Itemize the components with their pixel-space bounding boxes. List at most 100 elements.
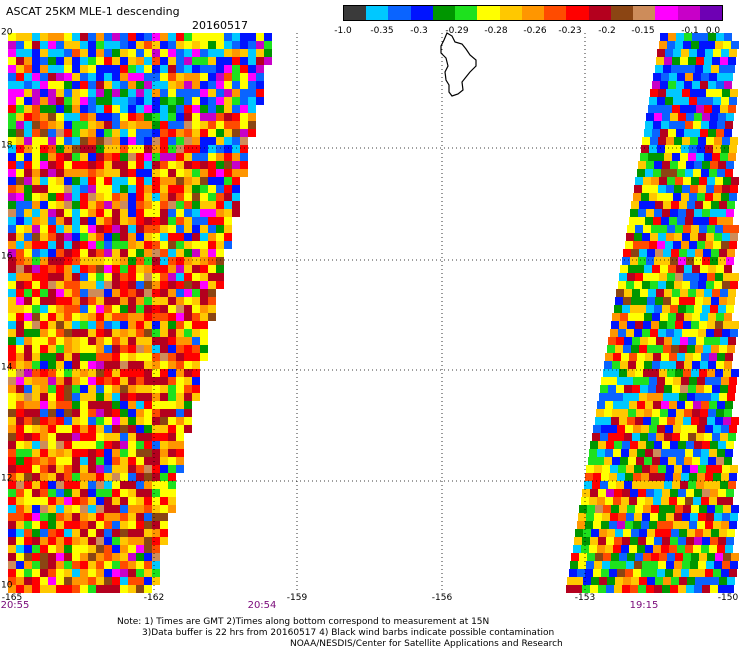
swath-cell (24, 433, 32, 441)
swath-cell (671, 297, 679, 305)
swath-cell (659, 225, 667, 233)
swath-cell (152, 49, 160, 57)
swath-cell (661, 449, 669, 457)
swath-cell (128, 281, 136, 289)
swath-cell (104, 433, 112, 441)
swath-cell (704, 337, 712, 345)
swath-cell (673, 569, 681, 577)
swath-cell (56, 257, 64, 265)
swath-cell (152, 337, 160, 345)
swath-cell (64, 569, 72, 577)
swath-cell (693, 217, 701, 225)
swath-cell (601, 473, 609, 481)
swath-cell (128, 225, 136, 233)
swath-cell (208, 209, 216, 217)
swath-cell (32, 257, 40, 265)
swath-cell (232, 161, 240, 169)
swath-cell (661, 353, 669, 361)
swath-cell (645, 121, 653, 129)
swath-cell (200, 57, 208, 65)
swath-cell (583, 529, 591, 537)
swath-cell (728, 433, 736, 441)
swath-cell (112, 129, 120, 137)
swath-cell (582, 489, 590, 497)
swath-cell (176, 449, 184, 457)
swath-cell (8, 465, 16, 473)
swath-cell (88, 513, 96, 521)
swath-cell (80, 489, 88, 497)
y-tick-20: 20 (1, 27, 13, 38)
swath-cell (609, 377, 617, 385)
swath-cell (695, 345, 703, 353)
swath-cell (48, 361, 56, 369)
swath-cell (224, 105, 232, 113)
swath-cell (8, 273, 16, 281)
swath-cell (40, 561, 48, 569)
swath-cell (104, 393, 112, 401)
swath-cell (120, 97, 128, 105)
swath-cell (48, 401, 56, 409)
swath-cell (654, 113, 662, 121)
swath-cell (56, 441, 64, 449)
swath-cell (168, 305, 176, 313)
swath-cell (16, 409, 24, 417)
swath-cell (658, 185, 666, 193)
swath-cell (683, 417, 691, 425)
swath-cell (120, 209, 128, 217)
swath-cell (80, 449, 88, 457)
swath-cell (589, 449, 597, 457)
swath-cell (703, 201, 711, 209)
swath-cell (88, 401, 96, 409)
swath-cell (687, 529, 695, 537)
swath-cell (624, 289, 632, 297)
swath-cell (8, 585, 16, 593)
swath-cell (96, 537, 104, 545)
swath-cell (721, 425, 729, 433)
swath-cell (64, 89, 72, 97)
swath-cell (208, 65, 216, 73)
swath-cell (705, 377, 713, 385)
swath-cell (136, 513, 144, 521)
swath-cell (208, 81, 216, 89)
swath-cell (692, 129, 700, 137)
swath-cell (96, 97, 104, 105)
swath-cell (192, 57, 200, 65)
swath-cell (80, 273, 88, 281)
swath-cell (680, 105, 688, 113)
swath-cell (72, 97, 80, 105)
swath-cell (679, 529, 687, 537)
swath-cell (144, 481, 152, 489)
swath-cell (104, 465, 112, 473)
swath-cell (144, 137, 152, 145)
swath-cell (168, 41, 176, 49)
swath-cell (627, 225, 635, 233)
swath-cell (673, 193, 681, 201)
swath-cell (136, 121, 144, 129)
swath-cell (168, 57, 176, 65)
swath-cell (32, 129, 40, 137)
swath-cell (597, 449, 605, 457)
swath-cell (606, 585, 614, 593)
swath-cell (587, 553, 595, 561)
swath-cell (216, 233, 224, 241)
swath-cell (192, 129, 200, 137)
swath-cell (240, 81, 248, 89)
swath-cell (40, 153, 48, 161)
swath-cell (136, 185, 144, 193)
swath-cell (160, 305, 168, 313)
swath-cell (624, 337, 632, 345)
swath-cell (88, 337, 96, 345)
swath-cell (711, 577, 719, 585)
swath-cell (590, 489, 598, 497)
swath-cell (88, 417, 96, 425)
swath-cell (40, 569, 48, 577)
swath-cell (120, 281, 128, 289)
swath-cell (631, 577, 639, 585)
swath-cell (625, 569, 633, 577)
swath-cell (40, 377, 48, 385)
swath-cell (96, 225, 104, 233)
swath-cell (631, 529, 639, 537)
swath-cell (690, 513, 698, 521)
swath-cell (112, 289, 120, 297)
swath-cell (136, 401, 144, 409)
